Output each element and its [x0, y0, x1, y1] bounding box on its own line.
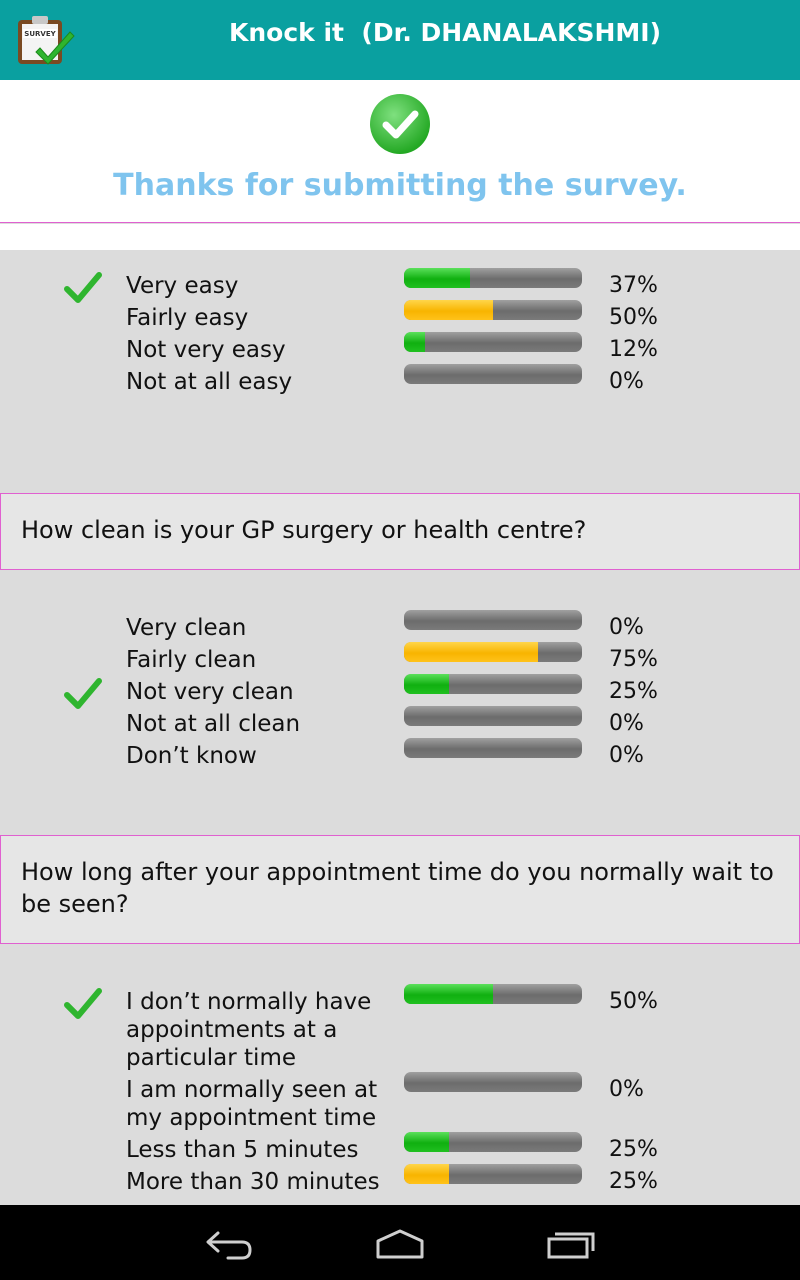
- home-icon[interactable]: [370, 1225, 430, 1261]
- answer-percent: 0%: [609, 711, 644, 736]
- percent-bar: [404, 706, 582, 726]
- answer-label: Fairly easy: [126, 305, 249, 331]
- percent-bar-fill: [404, 984, 493, 1004]
- percent-bar: [404, 300, 582, 320]
- answer-percent: 0%: [609, 743, 644, 768]
- answer-label: I don’t normally have appointments at a …: [126, 989, 372, 1071]
- percent-bar: [404, 674, 582, 694]
- answer-percent: 0%: [609, 369, 644, 394]
- percent-bar: [404, 268, 582, 288]
- confirmation-panel: Thanks for submitting the survey.: [0, 80, 800, 223]
- percent-bar: [404, 642, 582, 662]
- answer-label: More than 30 minutes: [126, 1169, 380, 1195]
- percent-bar-fill: [404, 642, 538, 662]
- answer-label: Not very clean: [126, 679, 294, 705]
- answer-label: Don’t know: [126, 743, 257, 769]
- survey-clipboard-icon[interactable]: SURVEY: [14, 14, 76, 66]
- spacer: [0, 224, 800, 250]
- app-bar: SURVEY Knock it (Dr. DHANALAKSHMI): [0, 0, 800, 80]
- answer-percent: 50%: [609, 305, 658, 330]
- answer-percent: 0%: [609, 1077, 644, 1102]
- back-icon[interactable]: [200, 1225, 260, 1261]
- answers-section-2: Very clean 0% Fairly clean 75% Not very …: [0, 570, 800, 835]
- percent-bar: [404, 738, 582, 758]
- percent-bar-fill: [404, 332, 426, 352]
- recents-icon[interactable]: [541, 1225, 601, 1261]
- percent-bar: [404, 610, 582, 630]
- percent-bar: [404, 332, 582, 352]
- svg-text:SURVEY: SURVEY: [24, 30, 56, 38]
- percent-bar-fill: [404, 1132, 449, 1152]
- percent-bar: [404, 1132, 582, 1152]
- percent-bar-fill: [404, 268, 470, 288]
- answer-label: Fairly clean: [126, 647, 257, 673]
- question-header: How clean is your GP surgery or health c…: [0, 493, 800, 570]
- answer-label: Not at all easy: [126, 369, 293, 395]
- check-mark-icon: [64, 988, 102, 1019]
- confirmation-text: Thanks for submitting the survey.: [113, 168, 687, 203]
- answer-label: Less than 5 minutes: [126, 1137, 359, 1163]
- answer-percent: 37%: [609, 273, 658, 298]
- answer-percent: 25%: [609, 679, 658, 704]
- percent-bar: [404, 1164, 582, 1184]
- answer-percent: 0%: [609, 615, 644, 640]
- question-header: How long after your appointment time do …: [0, 835, 800, 944]
- green-check-circle-icon: [370, 94, 430, 154]
- answer-percent: 12%: [609, 337, 658, 362]
- percent-bar-fill: [404, 1164, 449, 1184]
- answer-percent: 25%: [609, 1137, 658, 1162]
- percent-bar: [404, 1072, 582, 1092]
- answer-label: Very clean: [126, 615, 247, 641]
- percent-bar: [404, 984, 582, 1004]
- answers-section-1: Very easy 37% Fairly easy 50% Not very e…: [0, 250, 800, 493]
- system-navigation-bar: [0, 1205, 800, 1280]
- answer-label: Not very easy: [126, 337, 286, 363]
- check-mark-icon: [64, 678, 102, 709]
- app-title: Knock it (Dr. DHANALAKSHMI): [228, 18, 662, 47]
- answer-percent: 75%: [609, 647, 658, 672]
- answer-label: Very easy: [126, 273, 239, 299]
- answer-label: I am normally seen at my appointment tim…: [126, 1077, 378, 1131]
- answer-percent: 25%: [609, 1169, 658, 1194]
- percent-bar-fill: [404, 674, 449, 694]
- percent-bar-fill: [404, 300, 493, 320]
- check-mark-icon: [64, 272, 102, 303]
- answer-label: Not at all clean: [126, 711, 301, 737]
- answer-percent: 50%: [609, 989, 658, 1014]
- percent-bar: [404, 364, 582, 384]
- answers-section-3: I don’t normally have appointments at a …: [0, 944, 800, 1205]
